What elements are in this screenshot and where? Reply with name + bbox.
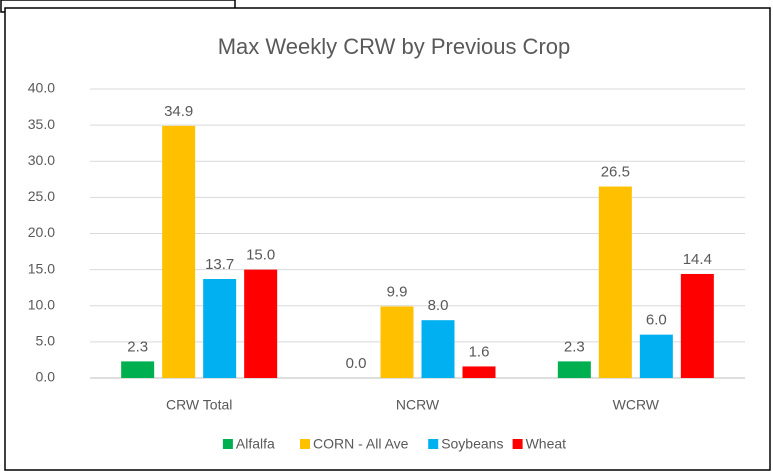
bar <box>421 320 455 378</box>
bar <box>380 306 414 378</box>
y-tick-label: 20.0 <box>28 224 55 240</box>
y-tick-label: 40.0 <box>28 80 55 96</box>
data-label: 26.5 <box>601 164 630 181</box>
y-tick-label: 5.0 <box>36 333 56 349</box>
data-label: 9.9 <box>387 283 408 300</box>
data-label: 8.0 <box>428 297 449 314</box>
bar <box>639 334 673 378</box>
legend-label: CORN - All Ave <box>313 436 409 452</box>
y-tick-label: 35.0 <box>28 116 55 132</box>
legend-label: Soybeans <box>441 436 503 452</box>
legend-swatch <box>512 439 523 449</box>
bar <box>462 366 496 378</box>
chart-border <box>4 7 771 471</box>
bar <box>203 279 237 378</box>
bar <box>557 361 591 378</box>
data-label: 1.6 <box>469 343 490 360</box>
x-tick-label: CRW Total <box>166 397 232 413</box>
bar <box>598 186 632 378</box>
bar <box>244 269 278 378</box>
y-tick-label: 10.0 <box>28 296 55 312</box>
data-label: 6.0 <box>646 312 667 329</box>
data-label: 2.3 <box>127 338 148 355</box>
y-tick-label: 25.0 <box>28 188 55 204</box>
data-label: 14.4 <box>683 251 712 268</box>
data-label: 2.3 <box>564 338 585 355</box>
x-tick-label: WCRW <box>613 397 660 413</box>
data-label: 34.9 <box>164 103 193 120</box>
data-label: 13.7 <box>205 256 234 273</box>
y-tick-label: 0.0 <box>36 369 56 385</box>
legend-swatch <box>300 439 310 449</box>
bar <box>121 361 155 378</box>
legend-label: Wheat <box>526 436 567 452</box>
data-label: 0.0 <box>346 355 367 372</box>
bar <box>680 273 714 378</box>
y-tick-label: 15.0 <box>28 260 55 276</box>
x-tick-label: NCRW <box>396 397 440 413</box>
legend-label: Alfalfa <box>236 436 275 452</box>
legend-swatch <box>428 439 439 449</box>
legend-swatch <box>222 439 233 449</box>
data-label: 15.0 <box>246 247 275 264</box>
bar <box>162 125 196 378</box>
y-tick-label: 30.0 <box>28 152 55 168</box>
chart-title: Max Weekly CRW by Previous Crop <box>218 34 571 59</box>
